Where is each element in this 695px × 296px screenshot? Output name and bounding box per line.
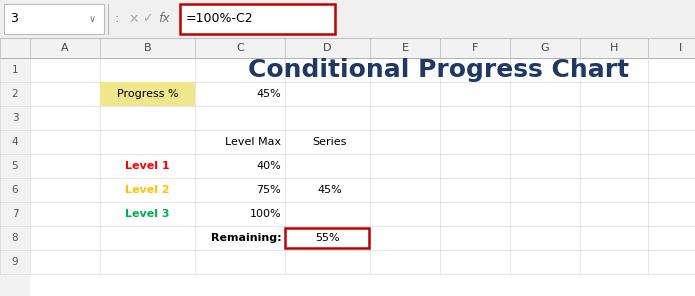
Bar xyxy=(0,38,695,296)
Text: ✓: ✓ xyxy=(142,12,152,25)
Bar xyxy=(0,38,695,58)
Bar xyxy=(285,228,369,248)
Text: Level Max: Level Max xyxy=(225,137,281,147)
Text: fx: fx xyxy=(158,12,170,25)
Text: 40%: 40% xyxy=(256,161,281,171)
Bar xyxy=(180,4,335,34)
Text: 100%: 100% xyxy=(250,209,281,219)
Text: 6: 6 xyxy=(12,185,18,195)
Text: 9: 9 xyxy=(12,257,18,267)
Text: Progress %: Progress % xyxy=(117,89,179,99)
Text: Series: Series xyxy=(312,137,347,147)
Bar xyxy=(4,4,104,34)
Bar xyxy=(0,0,695,38)
Text: I: I xyxy=(679,43,682,53)
Text: A: A xyxy=(61,43,69,53)
Text: 45%: 45% xyxy=(317,185,342,195)
Text: G: G xyxy=(541,43,549,53)
Text: 4: 4 xyxy=(12,137,18,147)
Text: Level 3: Level 3 xyxy=(125,209,170,219)
Text: 75%: 75% xyxy=(256,185,281,195)
Text: C: C xyxy=(236,43,244,53)
Text: =100%-C2: =100%-C2 xyxy=(186,12,254,25)
Text: Level 1: Level 1 xyxy=(125,161,170,171)
Text: 55%: 55% xyxy=(315,233,339,243)
Bar xyxy=(100,82,195,106)
Text: D: D xyxy=(323,43,332,53)
Text: ✕: ✕ xyxy=(128,12,138,25)
Text: ∨: ∨ xyxy=(89,14,96,24)
Text: 7: 7 xyxy=(12,209,18,219)
Text: 8: 8 xyxy=(12,233,18,243)
Text: Level 2: Level 2 xyxy=(125,185,170,195)
Text: F: F xyxy=(472,43,478,53)
Text: 5: 5 xyxy=(12,161,18,171)
Text: 1: 1 xyxy=(12,65,18,75)
Text: 2: 2 xyxy=(12,89,18,99)
Text: Conditional Progress Chart: Conditional Progress Chart xyxy=(248,58,630,82)
Text: Remaining:: Remaining: xyxy=(211,233,282,243)
Text: H: H xyxy=(610,43,618,53)
Bar xyxy=(0,58,30,296)
Text: E: E xyxy=(402,43,409,53)
Text: :: : xyxy=(114,12,118,25)
Text: 3: 3 xyxy=(10,12,18,25)
Text: 45%: 45% xyxy=(256,89,281,99)
Text: B: B xyxy=(144,43,152,53)
Text: 3: 3 xyxy=(12,113,18,123)
